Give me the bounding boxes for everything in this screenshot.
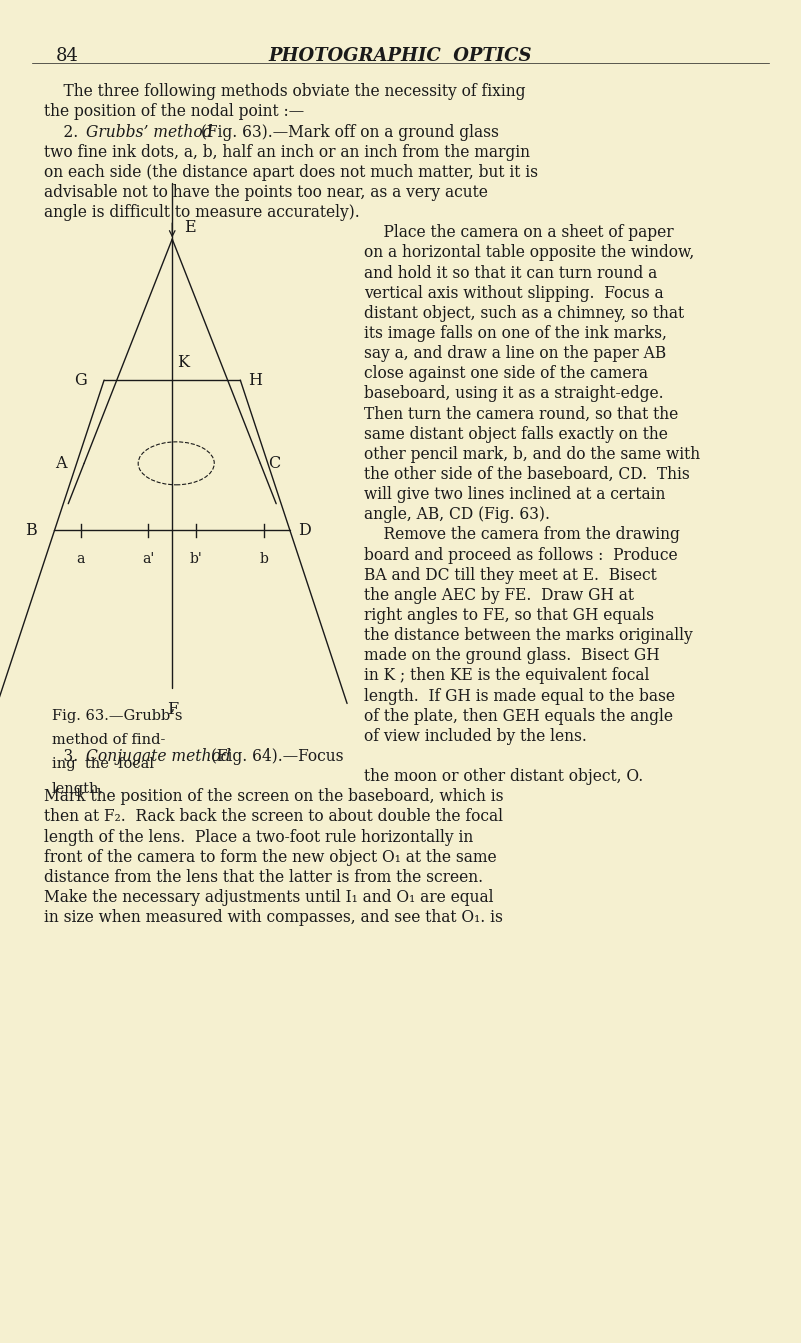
Text: board and proceed as follows :  Produce: board and proceed as follows : Produce (364, 547, 678, 564)
Text: the other side of the baseboard, CD.  This: the other side of the baseboard, CD. Thi… (364, 466, 690, 483)
Text: Fig. 63.—Grubb’s: Fig. 63.—Grubb’s (52, 709, 183, 723)
Text: of the plate, then GEH equals the angle: of the plate, then GEH equals the angle (364, 708, 674, 725)
Text: the distance between the marks originally: the distance between the marks originall… (364, 627, 693, 645)
Text: on each side (the distance apart does not much matter, but it is: on each side (the distance apart does no… (44, 164, 538, 181)
Text: Remove the camera from the drawing: Remove the camera from the drawing (364, 526, 680, 544)
Text: Mark the position of the screen on the baseboard, which is: Mark the position of the screen on the b… (44, 788, 504, 806)
Text: Make the necessary adjustments until I₁ and O₁ are equal: Make the necessary adjustments until I₁ … (44, 889, 493, 907)
Text: 3.: 3. (44, 748, 83, 766)
Text: H: H (248, 372, 262, 388)
Text: the angle AEC by FE.  Draw GH at: the angle AEC by FE. Draw GH at (364, 587, 634, 604)
Text: length.  If GH is made equal to the base: length. If GH is made equal to the base (364, 688, 675, 705)
Text: two fine ink dots, a, b, half an inch or an inch from the margin: two fine ink dots, a, b, half an inch or… (44, 144, 530, 161)
Text: the moon or other distant object, O.: the moon or other distant object, O. (364, 768, 644, 786)
Text: a: a (77, 552, 85, 565)
Text: made on the ground glass.  Bisect GH: made on the ground glass. Bisect GH (364, 647, 660, 665)
Text: C: C (268, 455, 280, 471)
Text: distant object, such as a chimney, so that: distant object, such as a chimney, so th… (364, 305, 685, 322)
Text: then at F₂.  Rack back the screen to about double the focal: then at F₂. Rack back the screen to abou… (44, 808, 503, 826)
Text: Place the camera on a sheet of paper: Place the camera on a sheet of paper (364, 224, 674, 242)
Text: b': b' (190, 552, 203, 565)
Text: 2.: 2. (44, 124, 83, 141)
Text: advisable not to have the points too near, as a very acute: advisable not to have the points too nea… (44, 184, 488, 201)
Text: same distant object falls exactly on the: same distant object falls exactly on the (364, 426, 668, 443)
Text: close against one side of the camera: close against one side of the camera (364, 365, 649, 383)
Text: 84: 84 (56, 47, 79, 64)
Text: length.: length. (52, 782, 104, 795)
Text: say a, and draw a line on the paper AB: say a, and draw a line on the paper AB (364, 345, 666, 363)
Text: A: A (55, 455, 66, 471)
Text: Then turn the camera round, so that the: Then turn the camera round, so that the (364, 406, 678, 423)
Text: Conjugate method: Conjugate method (86, 748, 231, 766)
Text: The three following methods obviate the necessity of fixing: The three following methods obviate the … (44, 83, 525, 101)
Text: K: K (177, 353, 189, 371)
Text: on a horizontal table opposite the window,: on a horizontal table opposite the windo… (364, 244, 694, 262)
Text: F: F (167, 701, 178, 719)
Text: right angles to FE, so that GH equals: right angles to FE, so that GH equals (364, 607, 654, 624)
Text: B: B (25, 522, 37, 539)
Text: will give two lines inclined at a certain: will give two lines inclined at a certai… (364, 486, 666, 504)
Text: G: G (74, 372, 87, 388)
Text: and hold it so that it can turn round a: and hold it so that it can turn round a (364, 265, 658, 282)
Text: baseboard, using it as a straight-edge.: baseboard, using it as a straight-edge. (364, 385, 664, 403)
Text: (Fig. 64).—Focus: (Fig. 64).—Focus (206, 748, 344, 766)
Text: the position of the nodal point :—: the position of the nodal point :— (44, 103, 304, 121)
Text: distance from the lens that the latter is from the screen.: distance from the lens that the latter i… (44, 869, 483, 886)
Text: E: E (184, 219, 196, 236)
Text: angle, AB, CD (Fig. 63).: angle, AB, CD (Fig. 63). (364, 506, 550, 524)
Text: other pencil mark, b, and do the same with: other pencil mark, b, and do the same wi… (364, 446, 701, 463)
Text: length of the lens.  Place a two-foot rule horizontally in: length of the lens. Place a two-foot rul… (44, 829, 473, 846)
Text: PHOTOGRAPHIC  OPTICS: PHOTOGRAPHIC OPTICS (269, 47, 532, 64)
Text: Grubbs’ method: Grubbs’ method (86, 124, 212, 141)
Text: b: b (259, 552, 268, 565)
Text: ing  the  focal: ing the focal (52, 757, 154, 771)
Text: in K ; then KE is the equivalent focal: in K ; then KE is the equivalent focal (364, 667, 650, 685)
Text: method of find-: method of find- (52, 733, 166, 747)
Text: angle is difficult to measure accurately).: angle is difficult to measure accurately… (44, 204, 360, 222)
Text: BA and DC till they meet at E.  Bisect: BA and DC till they meet at E. Bisect (364, 567, 657, 584)
Text: its image falls on one of the ink marks,: its image falls on one of the ink marks, (364, 325, 667, 342)
Text: front of the camera to form the new object O₁ at the same: front of the camera to form the new obje… (44, 849, 497, 866)
Text: in size when measured with compasses, and see that O₁. is: in size when measured with compasses, an… (44, 909, 503, 927)
Text: D: D (298, 522, 311, 539)
Text: of view included by the lens.: of view included by the lens. (364, 728, 587, 745)
Text: (Fig. 63).—Mark off on a ground glass: (Fig. 63).—Mark off on a ground glass (196, 124, 499, 141)
Text: vertical axis without slipping.  Focus a: vertical axis without slipping. Focus a (364, 285, 664, 302)
Text: a': a' (142, 552, 155, 565)
